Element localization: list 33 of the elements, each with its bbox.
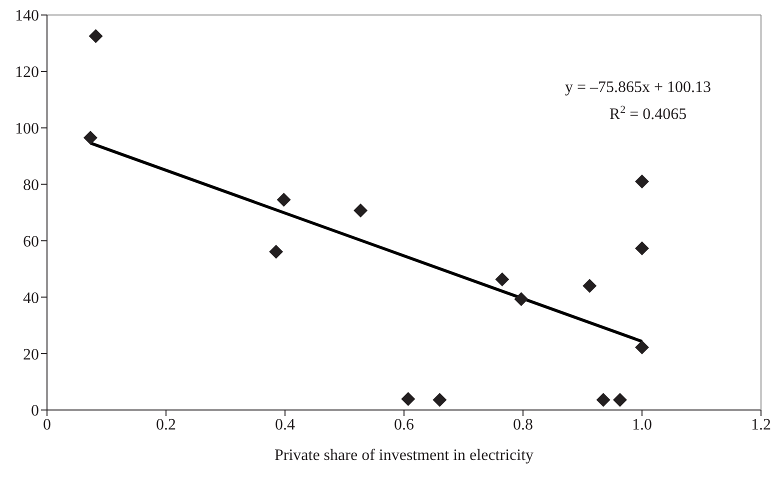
point <box>83 130 98 145</box>
x-tick-label: 0.6 <box>394 416 414 434</box>
point <box>514 292 528 306</box>
y-tick-label: 100 <box>15 120 39 138</box>
x-tick-label: 0.8 <box>513 416 533 434</box>
x-tick-label: 1.2 <box>751 416 771 434</box>
y-tick-label: 120 <box>15 64 39 82</box>
point <box>269 244 284 259</box>
y-tick-label: 20 <box>23 346 39 364</box>
point <box>582 278 597 293</box>
point <box>635 340 649 354</box>
y-tick-label: 80 <box>23 176 39 194</box>
y-tick-label: 60 <box>23 233 39 250</box>
y-tick-label: 0 <box>31 402 39 420</box>
point <box>635 241 649 256</box>
x-tick-label: 0.2 <box>156 416 176 434</box>
x-tick-label: 0 <box>43 416 51 434</box>
annotation: R$^{2}$ = 0.4065 <box>609 104 687 123</box>
point <box>88 29 103 44</box>
annotation: y = –75.865x + 100.13 <box>564 79 712 96</box>
x-axis-title: Private share of investment in electricity <box>274 447 534 464</box>
y-tick-label: 140 <box>15 8 39 25</box>
point <box>495 272 510 286</box>
point <box>401 392 416 406</box>
point <box>276 192 291 207</box>
x-tick-label: 0.4 <box>275 416 295 434</box>
point <box>612 392 627 407</box>
y-tick-label: 40 <box>23 290 39 307</box>
point <box>596 392 610 407</box>
x-tick-label: 1.0 <box>632 416 652 434</box>
point <box>432 392 447 407</box>
point <box>354 204 368 218</box>
point <box>635 174 649 188</box>
